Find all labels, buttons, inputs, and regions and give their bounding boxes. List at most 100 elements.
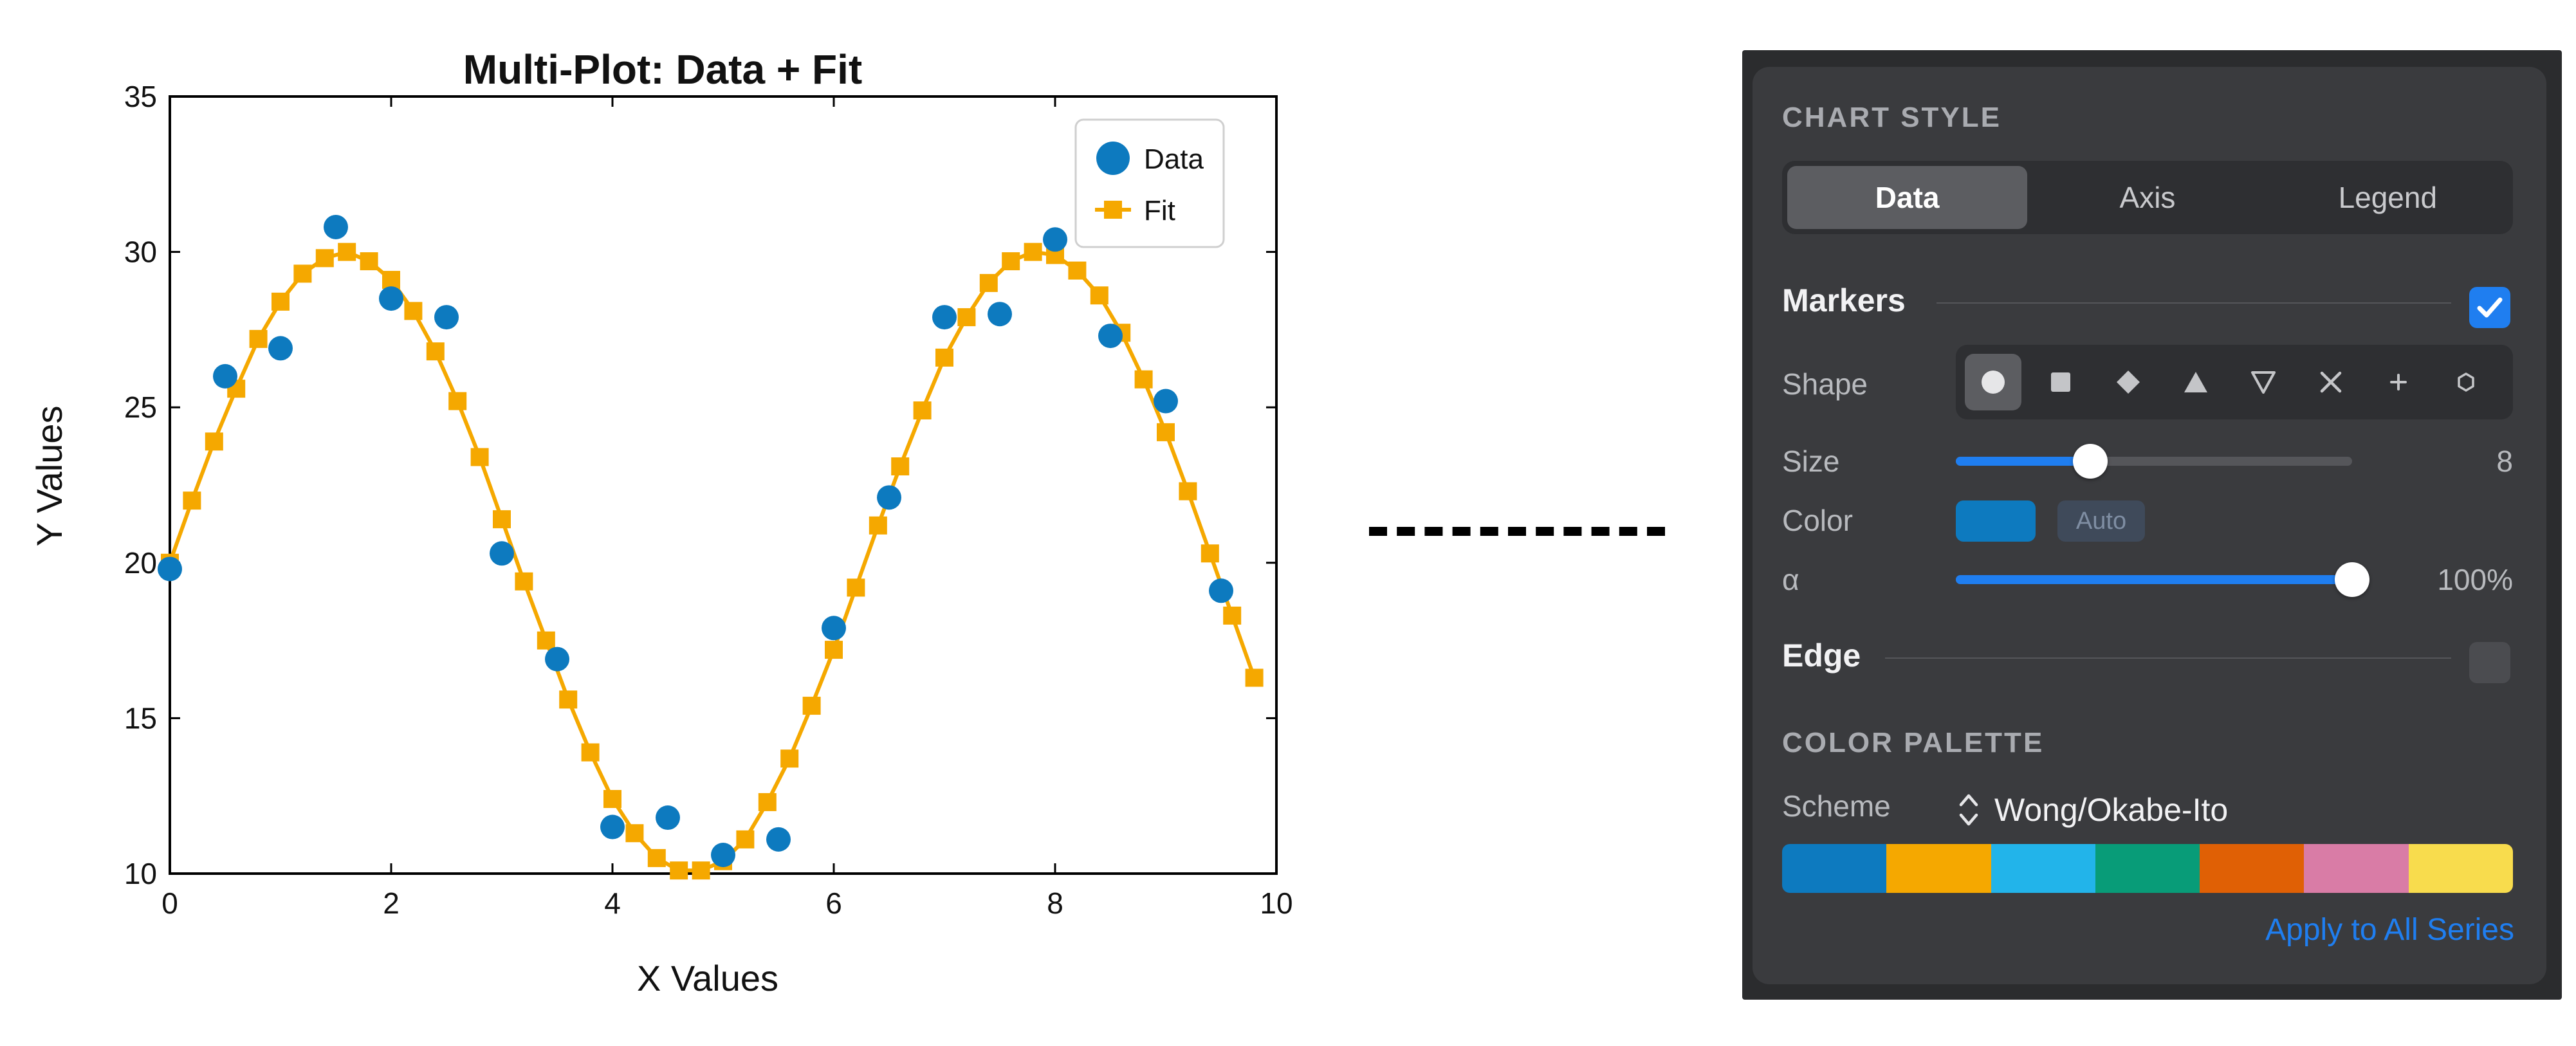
alpha-slider-thumb[interactable] — [2335, 562, 2369, 597]
shape-label: Shape — [1782, 367, 1868, 401]
fit-marker — [470, 448, 489, 466]
fit-marker — [869, 516, 887, 535]
data-point — [1209, 578, 1233, 603]
tab-axis[interactable]: Axis — [2119, 181, 2176, 214]
data-point — [656, 805, 680, 830]
fit-marker — [780, 749, 799, 768]
alpha-slider[interactable] — [1956, 562, 2369, 597]
data-point — [1154, 389, 1178, 414]
marker-color-swatch[interactable] — [1956, 500, 2036, 542]
y-axis-label: Y Values — [29, 406, 69, 547]
color-label: Color — [1782, 504, 1853, 537]
fit-marker — [1179, 482, 1197, 500]
scheme-label: Scheme — [1782, 789, 1891, 823]
size-label: Size — [1782, 445, 1840, 478]
shape-circle-button[interactable] — [1965, 354, 2021, 410]
fit-marker — [205, 432, 223, 451]
edge-checkbox[interactable] — [2469, 642, 2510, 683]
fit-marker — [360, 252, 378, 271]
palette-swatch[interactable] — [2304, 844, 2409, 893]
fit-marker — [382, 271, 400, 289]
scheme-select[interactable]: Wong/Okabe-Ito — [1956, 787, 2228, 832]
y-tick-label: 15 — [124, 701, 157, 735]
y-tick-label: 30 — [124, 235, 157, 269]
legend: Data Fit — [1074, 118, 1225, 248]
y-tick-label: 20 — [124, 546, 157, 580]
palette-swatch[interactable] — [2200, 844, 2305, 893]
data-point — [1043, 227, 1067, 252]
data-point — [213, 363, 237, 389]
plus-icon — [2390, 374, 2407, 390]
fit-marker — [758, 793, 777, 811]
shape-triangle-up-button[interactable] — [2167, 354, 2224, 410]
x-tick-label: 10 — [1260, 886, 1293, 920]
palette-swatch[interactable] — [2408, 844, 2513, 893]
shape-triangle-down-button[interactable] — [2235, 354, 2292, 410]
data-point — [324, 214, 348, 239]
edge-divider — [1885, 657, 2451, 659]
palette-swatch[interactable] — [1782, 844, 1887, 893]
x-tick-label: 8 — [1047, 886, 1063, 920]
fit-marker — [913, 401, 932, 420]
shape-diamond-button[interactable] — [2100, 354, 2157, 410]
shape-square-button[interactable] — [2032, 354, 2089, 410]
palette-swatch[interactable] — [2095, 844, 2200, 893]
color-palette-heading: COLOR PALETTE — [1782, 727, 2045, 758]
data-point — [490, 541, 514, 566]
size-slider-thumb[interactable] — [2073, 444, 2108, 479]
fit-marker — [957, 308, 976, 327]
x-mark-icon — [2320, 371, 2342, 393]
fit-marker — [183, 491, 201, 510]
fit-marker — [537, 631, 555, 650]
palette-swatch[interactable] — [1991, 844, 2095, 893]
shape-hexagon-button[interactable] — [2438, 354, 2494, 410]
x-tick-label: 2 — [383, 886, 400, 920]
fit-marker — [1002, 252, 1020, 271]
tab-legend[interactable]: Legend — [2338, 181, 2438, 214]
markers-checkbox[interactable] — [2469, 287, 2510, 328]
size-value: 8 — [2496, 445, 2513, 478]
data-point — [711, 843, 735, 868]
fit-marker — [647, 849, 666, 867]
palette-swatch[interactable] — [1886, 844, 1991, 893]
fit-marker — [1090, 286, 1109, 305]
y-tick-label: 10 — [124, 857, 157, 890]
fit-marker — [1245, 668, 1264, 687]
auto-color-button[interactable]: Auto — [2057, 500, 2145, 542]
chevron-up-down-icon — [1959, 794, 1978, 826]
fit-marker — [271, 292, 290, 311]
fit-marker — [315, 249, 334, 268]
hexagon-icon — [2458, 372, 2474, 392]
shape-plus-button[interactable] — [2370, 354, 2427, 410]
square-icon — [2051, 372, 2070, 392]
data-point — [600, 814, 625, 840]
fit-marker — [559, 690, 578, 709]
tab-data[interactable]: Data — [1787, 166, 2028, 229]
checkmark-icon — [2477, 297, 2503, 318]
circle-icon — [1982, 371, 2005, 394]
fit-marker — [293, 264, 312, 283]
x-tick-label: 4 — [604, 886, 621, 920]
size-slider-fill — [1956, 457, 2091, 466]
y-tick-label: 25 — [124, 390, 157, 424]
data-point — [932, 305, 957, 330]
fit-marker — [979, 273, 998, 292]
x-tick-label: 6 — [825, 886, 842, 920]
data-point — [766, 827, 791, 852]
alpha-value: 100% — [2437, 563, 2513, 596]
fit-marker — [448, 392, 467, 410]
size-slider[interactable] — [1956, 444, 2352, 479]
fit-marker — [426, 342, 445, 361]
chart-style-heading: CHART STYLE — [1782, 102, 2001, 133]
shape-x-button[interactable] — [2303, 354, 2359, 410]
fit-marker — [891, 457, 910, 476]
palette-strip — [1782, 844, 2513, 893]
legend-marker-data — [1096, 142, 1130, 175]
apply-to-all-series-link[interactable]: Apply to All Series — [2265, 913, 2514, 947]
markers-divider — [1937, 302, 2451, 304]
fit-marker — [670, 861, 688, 880]
legend-box — [1074, 118, 1225, 248]
legend-label-data: Data — [1144, 143, 1204, 175]
triangle-up-icon — [2184, 372, 2207, 392]
fit-marker — [847, 578, 865, 597]
